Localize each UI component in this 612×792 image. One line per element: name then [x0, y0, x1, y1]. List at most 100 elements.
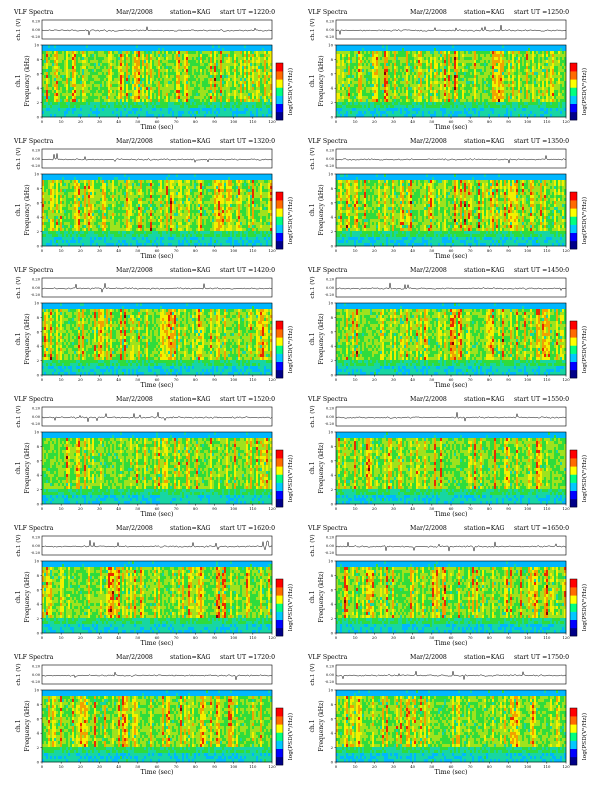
spectrogram-cell [390, 108, 393, 112]
spectrogram-cell [484, 57, 487, 61]
spectrogram-cell [60, 105, 63, 109]
spectrogram-cell [352, 108, 355, 112]
spectrogram-cell [454, 84, 457, 88]
spectrogram-cell [436, 105, 439, 109]
spectrogram-cell [436, 57, 439, 61]
spectrogram-cell [494, 93, 497, 97]
spectrogram-cell [424, 48, 427, 52]
spectrogram-cell [254, 108, 257, 112]
spectrogram-cell [78, 87, 81, 91]
spectrogram-cell [258, 99, 261, 103]
spectrogram-cell [394, 57, 397, 61]
spectrogram-cell [82, 57, 85, 61]
spectrogram-cell [414, 51, 417, 55]
spectrogram-cell [434, 96, 437, 100]
spectrogram-cell [506, 45, 509, 49]
spectrogram-cell [68, 78, 71, 82]
spectrogram-cell [86, 87, 89, 91]
spectrogram-cell [426, 111, 429, 115]
spectrogram-cell [342, 96, 345, 100]
spectrogram-cell [176, 69, 179, 73]
spectrogram-cell [506, 78, 509, 82]
spectrogram-cell [462, 54, 465, 58]
spectrogram-cell [240, 72, 243, 76]
spectrogram-cell [44, 96, 47, 100]
spectrogram-cell [106, 105, 109, 109]
spectrogram-cell [364, 81, 367, 85]
spectrogram-cell [100, 111, 103, 115]
spectrogram-cell [488, 75, 491, 79]
spectrogram-cell [58, 114, 61, 118]
spectrogram-cell [462, 93, 465, 97]
spectrogram-cell [92, 96, 95, 100]
spectrogram-cell [500, 87, 503, 91]
spectrogram-cell [122, 54, 125, 58]
spectrogram-cell [92, 75, 95, 79]
spectrogram-cell [432, 90, 435, 94]
spectrogram-cell [414, 60, 417, 64]
spectrogram-cell [172, 69, 175, 73]
spectrogram-cell [422, 87, 425, 91]
spectrogram-cell [342, 93, 345, 97]
spectrogram-cell [402, 57, 405, 61]
spectrogram-cell [336, 78, 339, 82]
spectrogram-cell [110, 84, 113, 88]
spectrogram-cell [436, 84, 439, 88]
spectrogram-cell [58, 51, 61, 55]
spectrogram-cell [90, 114, 93, 118]
spectrogram-cell [260, 78, 263, 82]
spectrogram-cell [50, 60, 53, 64]
spectrogram-cell [508, 111, 511, 115]
spectrogram-cell [242, 72, 245, 76]
spectrogram-cell [92, 87, 95, 91]
spectrogram-cell [362, 48, 365, 52]
spectrogram-cell [240, 93, 243, 97]
spectrogram-cell [166, 48, 169, 52]
spectrogram-cell [158, 102, 161, 106]
spectrogram-cell [436, 108, 439, 112]
spectrogram-cell [152, 63, 155, 67]
spectrogram-cell [176, 114, 179, 118]
spectrogram-cell [226, 63, 229, 67]
spectrogram-cell [352, 60, 355, 64]
spectrogram-cell [70, 93, 73, 97]
spectrogram-cell [452, 93, 455, 97]
spectrogram-cell [432, 108, 435, 112]
spectrogram-cell [228, 63, 231, 67]
spectrogram-cell [266, 114, 269, 118]
spectrogram-cell [112, 75, 115, 79]
spectrogram-cell [268, 90, 271, 94]
spectrogram-cell [42, 75, 45, 79]
spectrogram-cell [178, 72, 181, 76]
spectrogram-cell [346, 108, 349, 112]
spectrogram-cell [92, 99, 95, 103]
spectrogram-cell [128, 90, 131, 94]
spectrogram-cell [98, 66, 101, 70]
spectrogram-cell [128, 45, 131, 49]
spectrogram-cell [176, 90, 179, 94]
spectrogram-cell [54, 51, 57, 55]
spectrogram-cell [266, 72, 269, 76]
spectrogram-cell [164, 111, 167, 115]
spectrogram-cell [266, 111, 269, 115]
spectrogram-cell [74, 102, 77, 106]
spectrogram-cell [90, 84, 93, 88]
spectrogram-cell [78, 60, 81, 64]
spectrogram-cell [110, 96, 113, 100]
spectrogram-cell [134, 54, 137, 58]
spectrogram-cell [460, 84, 463, 88]
spectrogram-cell [388, 105, 391, 109]
spectrogram-cell [80, 108, 83, 112]
spectrogram-cell [508, 102, 511, 106]
spectrogram-cell [498, 81, 501, 85]
spectrogram-cell [492, 87, 495, 91]
spectrogram-cell [232, 90, 235, 94]
spectrogram-cell [250, 48, 253, 52]
spectrogram-cell [184, 75, 187, 79]
spectrogram-cell [100, 105, 103, 109]
spectrogram-cell [428, 72, 431, 76]
spectrogram-cell [442, 48, 445, 52]
spectrogram-cell [248, 93, 251, 97]
spectrogram-cell [406, 96, 409, 100]
spectrogram-cell [368, 81, 371, 85]
